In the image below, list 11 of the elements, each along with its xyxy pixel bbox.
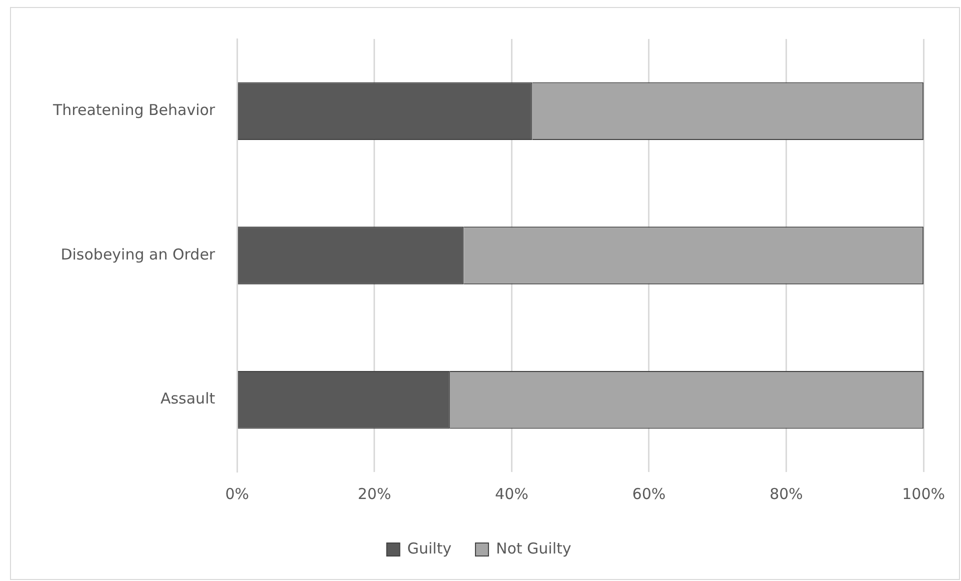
- x-tick-label: 40%: [495, 484, 528, 503]
- x-tick-label: 80%: [770, 484, 803, 503]
- x-tick-label: 60%: [632, 484, 666, 503]
- x-tick-label: 20%: [358, 484, 392, 503]
- y-tick-label: Threatening Behavior: [52, 101, 216, 120]
- legend-label: Guilty: [407, 539, 452, 558]
- y-tick-label: Assault: [160, 390, 216, 408]
- x-tick-label: 100%: [902, 484, 946, 503]
- x-tick-label: 0%: [225, 484, 250, 503]
- y-tick-label: Disobeying an Order: [60, 245, 216, 264]
- legend-label: Not Guilty: [496, 539, 572, 558]
